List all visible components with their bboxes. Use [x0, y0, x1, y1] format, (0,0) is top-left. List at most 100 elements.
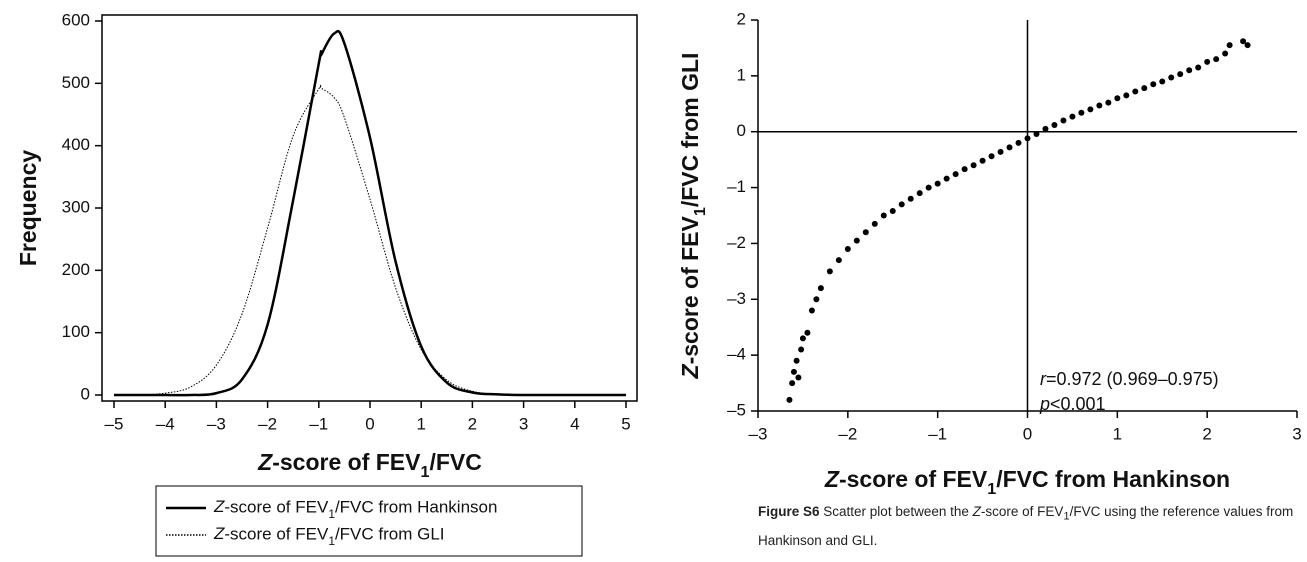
y-tick-label: 2 [737, 9, 746, 28]
point [997, 148, 1004, 155]
x-axis-label: Z-score of FEV1/FVC [257, 449, 482, 481]
point [1186, 67, 1193, 74]
x-tick-label: –1 [309, 414, 328, 433]
point [1123, 92, 1130, 99]
x-tick-label: 3 [519, 414, 528, 433]
point [1006, 144, 1013, 151]
point [1240, 38, 1247, 45]
point [813, 296, 820, 303]
y-tick-label: 200 [62, 260, 90, 279]
annotation: p<0.001 [1039, 394, 1106, 414]
y-tick-label: –5 [727, 400, 746, 419]
x-tick-label: 0 [365, 414, 374, 433]
point [1150, 81, 1157, 88]
point [898, 201, 905, 208]
point [1141, 85, 1148, 92]
series-line [113, 29, 626, 397]
point [1226, 42, 1233, 49]
y-tick-label: 600 [62, 10, 90, 29]
point [1042, 125, 1049, 132]
y-axis-label: Frequency [15, 150, 41, 267]
y-tick-label: 500 [62, 73, 90, 92]
point [795, 374, 802, 381]
point [1096, 102, 1103, 109]
point [1222, 50, 1229, 57]
y-tick-label: 0 [81, 384, 90, 403]
point [853, 237, 860, 244]
caption-text: Scatter plot between the Z-score of FEV1… [758, 504, 1294, 548]
point [844, 246, 851, 253]
point [1015, 139, 1022, 146]
point [916, 190, 923, 197]
x-tick-label: –3 [207, 414, 226, 433]
x-tick-label: 2 [468, 414, 477, 433]
point [907, 195, 914, 202]
y-tick-label: 0 [737, 121, 746, 140]
x-tick-label: –5 [105, 414, 124, 433]
x-tick-label: 4 [570, 414, 579, 433]
point [817, 285, 824, 292]
x-tick-label: 5 [621, 414, 630, 433]
x-tick-label: 1 [1113, 424, 1122, 443]
point [1024, 135, 1031, 142]
y-tick-label: 300 [62, 197, 90, 216]
point [1132, 88, 1139, 95]
x-tick-label: 2 [1202, 424, 1211, 443]
point [1244, 42, 1251, 49]
point [793, 357, 800, 364]
point [889, 208, 896, 215]
point [970, 162, 977, 169]
point [1177, 71, 1184, 78]
point [925, 184, 932, 191]
point [1033, 130, 1040, 137]
y-tick-label: –4 [727, 345, 746, 364]
x-tick-label: 0 [1023, 424, 1032, 443]
x-tick-label: 1 [416, 414, 425, 433]
point [1078, 109, 1085, 116]
point [790, 368, 797, 375]
x-tick-label: –3 [749, 424, 768, 443]
x-axis-label: Z-score of FEV1/FVC from Hankinson [824, 466, 1230, 498]
point [786, 396, 793, 403]
legend-label: Z-score of FEV1/FVC from Hankinson [213, 497, 497, 521]
y-tick-label: –2 [727, 233, 746, 252]
point [1114, 95, 1121, 102]
series-line [113, 84, 626, 396]
point [979, 157, 986, 164]
legend-label: Z-score of FEV1/FVC from GLI [213, 524, 445, 548]
y-tick-label: 100 [62, 322, 90, 341]
point [1159, 78, 1166, 85]
x-tick-label: –2 [258, 414, 277, 433]
point [934, 180, 941, 187]
point [988, 153, 995, 160]
x-tick-label: 3 [1292, 424, 1301, 443]
point [826, 268, 833, 275]
point [804, 329, 811, 336]
point [880, 212, 887, 219]
plot-frame [101, 14, 638, 402]
point [808, 307, 815, 314]
x-tick-label: –1 [928, 424, 947, 443]
point [1204, 58, 1211, 65]
y-tick-label: –3 [727, 289, 746, 308]
point [1195, 64, 1202, 71]
y-tick-label: 1 [737, 65, 746, 84]
point [1069, 113, 1076, 120]
y-axis-label: Z-score of FEV1/FVC from GLI [677, 53, 709, 380]
point [862, 229, 869, 236]
point [1051, 122, 1058, 129]
point [1168, 74, 1175, 81]
point [952, 171, 959, 178]
x-tick-label: –4 [156, 414, 175, 433]
point [798, 346, 805, 353]
point [1060, 117, 1067, 124]
point [789, 380, 796, 387]
point [961, 166, 968, 173]
caption: Figure S6 Scatter plot between the Z-sco… [758, 500, 1303, 553]
x-tick-label: –2 [838, 424, 857, 443]
caption-label: Figure S6 [758, 504, 820, 519]
annotation: r=0.972 (0.969–0.975) [1040, 369, 1219, 389]
point [799, 335, 806, 342]
